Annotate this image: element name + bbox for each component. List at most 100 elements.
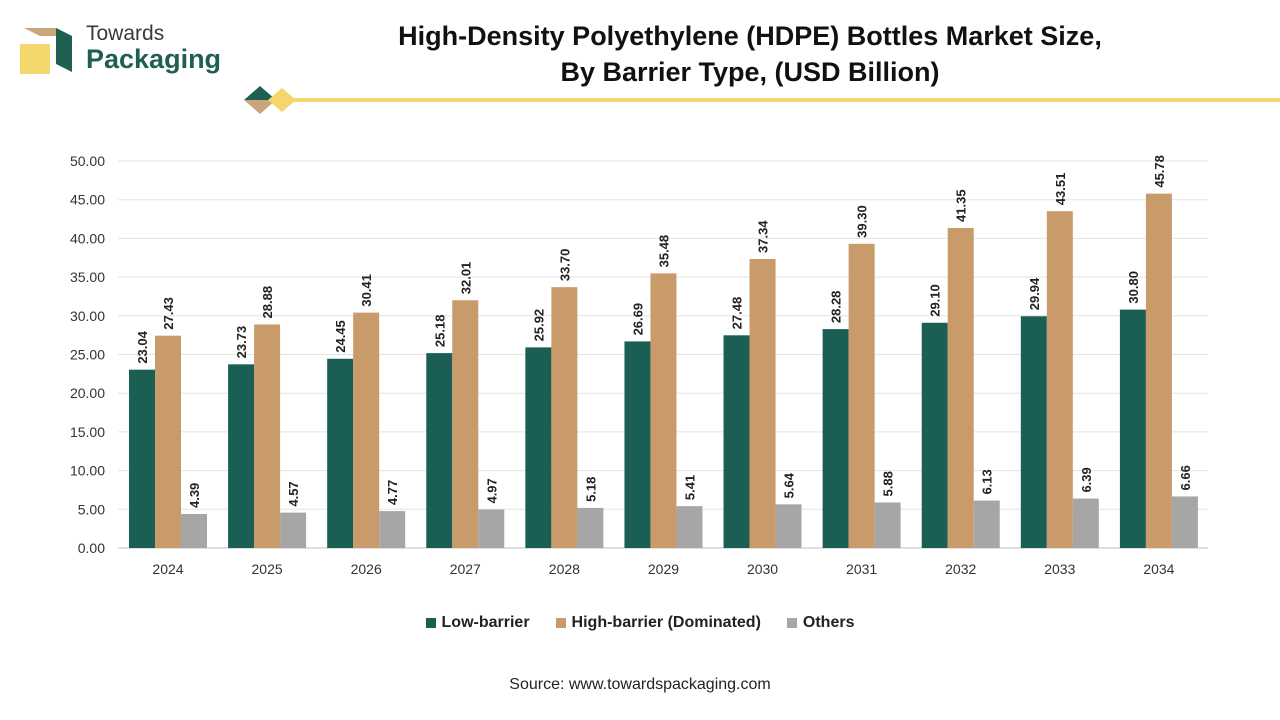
- bar: [577, 507, 604, 548]
- data-label: 30.41: [359, 274, 374, 307]
- data-label: 26.69: [630, 303, 645, 336]
- deco-green-icon: [244, 86, 276, 100]
- bar: [676, 506, 703, 548]
- bar-chart: 0.00 5.00 10.00 15.00 20.00 25.00 30.00 35.00 40…: [70, 153, 1208, 577]
- data-label: 29.94: [1027, 277, 1042, 310]
- data-label: 6.66: [1178, 465, 1193, 490]
- x-tick-label: 2033: [1044, 561, 1075, 577]
- data-label: 28.88: [260, 286, 275, 319]
- x-tick-label: 2027: [450, 561, 481, 577]
- x-tick-label: 2034: [1143, 561, 1174, 577]
- bar: [650, 273, 677, 548]
- data-label: 29.10: [928, 284, 943, 317]
- data-label: 5.88: [881, 471, 896, 496]
- bar: [749, 258, 776, 548]
- bar: [1072, 498, 1099, 548]
- data-label: 45.78: [1152, 155, 1167, 188]
- y-tick-label: 0.00: [78, 540, 105, 556]
- source-note: Source: www.towardspackaging.com: [509, 676, 771, 693]
- data-label: 39.30: [855, 205, 870, 238]
- x-tick-label: 2029: [648, 561, 679, 577]
- data-label: 4.77: [385, 480, 400, 505]
- legend-swatch-low: [425, 618, 436, 628]
- bar: [379, 511, 406, 548]
- y-tick-label: 5.00: [78, 501, 105, 517]
- legend-item-high: High-barrier (Dominated): [555, 614, 761, 632]
- bar: [822, 329, 849, 548]
- data-label: 35.48: [656, 235, 671, 268]
- data-label: 32.01: [458, 262, 473, 295]
- deco-yellow-icon: [268, 88, 296, 112]
- brand-line2: Packaging: [86, 44, 222, 74]
- bar: [1145, 193, 1172, 549]
- brand-line1: Towards: [86, 22, 165, 45]
- bar: [254, 324, 281, 548]
- data-label: 37.34: [756, 220, 771, 253]
- data-label: 6.39: [1079, 467, 1094, 492]
- data-label: 25.92: [531, 309, 546, 342]
- data-label: 25.18: [432, 315, 447, 348]
- data-label: 4.97: [484, 478, 499, 503]
- bar: [353, 312, 380, 548]
- bar: [1171, 496, 1198, 548]
- x-tick-label: 2028: [549, 561, 580, 577]
- y-tick-label: 35.00: [70, 269, 105, 285]
- x-tick-label: 2026: [351, 561, 382, 577]
- brand-logo: Towards Packaging: [18, 22, 248, 82]
- y-tick-label: 20.00: [70, 385, 105, 401]
- legend-label-low: Low-barrier: [441, 614, 530, 631]
- bar: [426, 353, 453, 548]
- bar: [848, 243, 875, 548]
- data-label: 27.43: [161, 297, 176, 330]
- x-tick-label: 2030: [747, 561, 778, 577]
- y-tick-label: 10.00: [70, 463, 105, 479]
- chart-title-line1: High-Density Polyethylene (HDPE) Bottles…: [398, 21, 1102, 51]
- bar: [129, 369, 155, 548]
- y-tick-label: 15.00: [70, 424, 105, 440]
- legend-label-high: High-barrier (Dominated): [571, 614, 761, 631]
- chart-title-line2: By Barrier Type, (USD Billion): [560, 57, 940, 87]
- bar: [181, 514, 207, 548]
- bar: [723, 335, 750, 548]
- bar: [228, 364, 255, 548]
- legend-item-low: Low-barrier: [425, 614, 530, 632]
- data-label: 24.45: [333, 320, 348, 353]
- data-label: 5.18: [583, 477, 598, 502]
- logo-box-icon: [20, 28, 72, 74]
- bar: [327, 358, 354, 548]
- bar: [921, 322, 948, 548]
- data-label: 27.48: [730, 297, 745, 330]
- y-tick-label: 50.00: [70, 153, 105, 169]
- bar: [624, 341, 651, 548]
- data-label: 41.35: [954, 189, 969, 222]
- deco-brown-icon: [244, 100, 276, 114]
- bar: [1119, 309, 1146, 548]
- legend-label-others: Others: [802, 614, 855, 631]
- x-tick-label: 2025: [252, 561, 283, 577]
- data-label: 6.13: [980, 469, 995, 494]
- bar: [1020, 316, 1047, 548]
- data-label: 30.80: [1126, 271, 1141, 304]
- data-label: 23.04: [135, 330, 150, 363]
- y-tick-label: 25.00: [70, 347, 105, 363]
- bar: [973, 500, 1000, 548]
- y-tick-label: 45.00: [70, 192, 105, 208]
- x-tick-label: 2024: [152, 561, 183, 577]
- data-label: 33.70: [557, 249, 572, 282]
- bar: [874, 502, 901, 548]
- y-tick-label: 40.00: [70, 230, 105, 246]
- data-label: 43.51: [1053, 173, 1068, 206]
- x-tick-label: 2032: [945, 561, 976, 577]
- bar: [1046, 211, 1073, 548]
- data-label: 28.28: [829, 291, 844, 324]
- bar: [525, 347, 552, 548]
- bar: [775, 504, 802, 548]
- data-label: 5.64: [782, 472, 797, 498]
- bar: [947, 227, 974, 548]
- legend-swatch-others: [786, 618, 797, 628]
- bar: [155, 335, 181, 548]
- bar: [478, 509, 505, 548]
- data-label: 23.73: [234, 326, 249, 359]
- chart-title: High-Density Polyethylene (HDPE) Bottles…: [300, 18, 1200, 90]
- x-tick-label: 2031: [846, 561, 877, 577]
